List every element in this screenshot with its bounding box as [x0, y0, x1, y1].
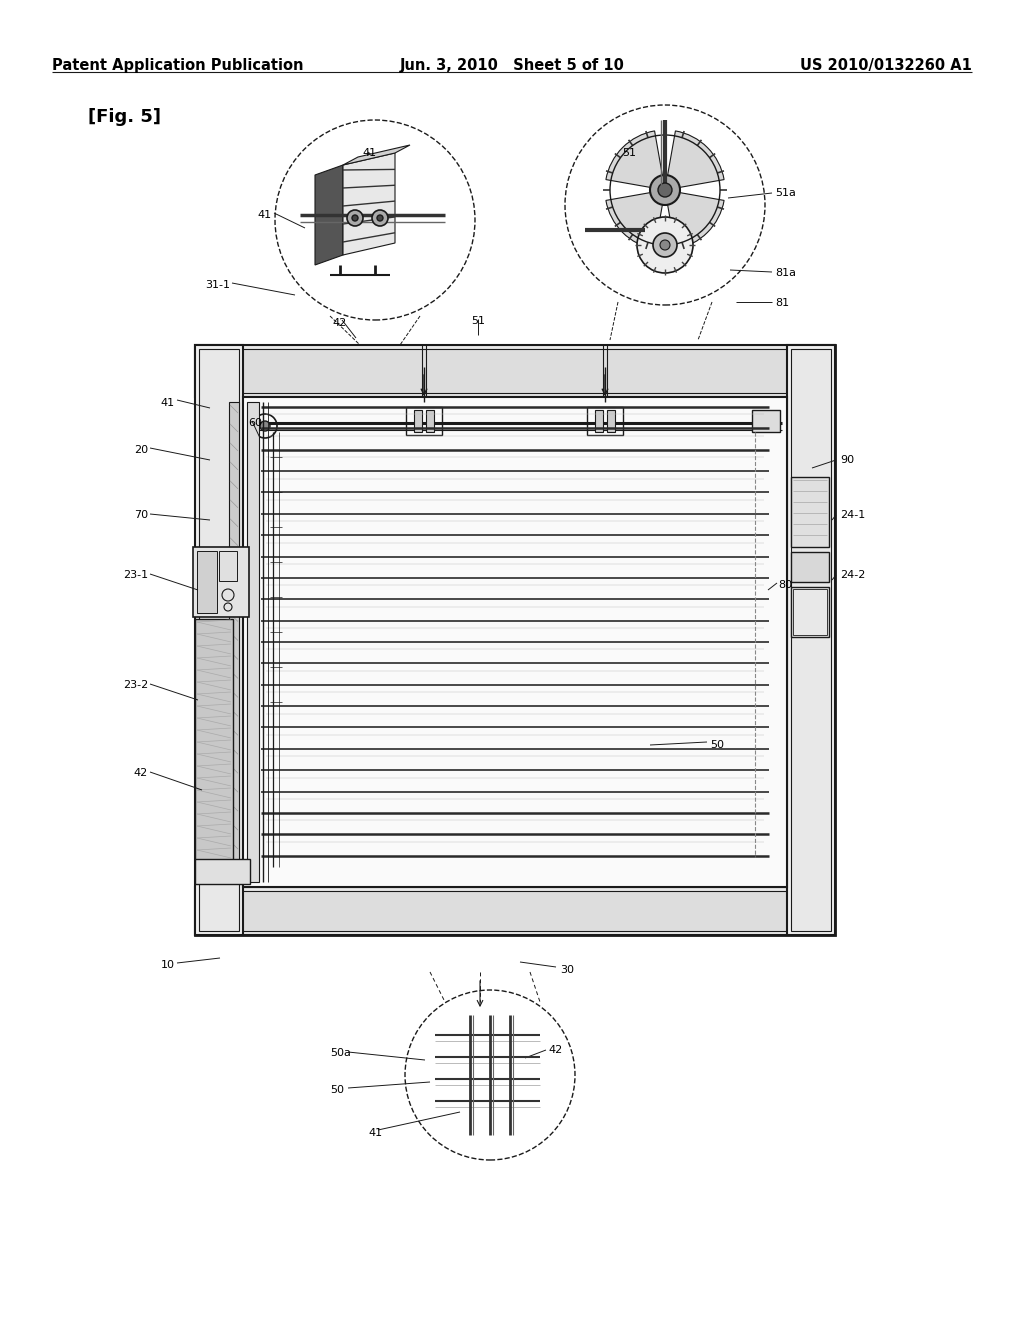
Bar [197, 550, 217, 612]
Polygon shape [343, 145, 410, 165]
Text: 81: 81 [775, 298, 790, 308]
Text: 10: 10 [161, 960, 175, 970]
Circle shape [653, 234, 677, 257]
Text: 41: 41 [258, 210, 272, 220]
Circle shape [372, 210, 388, 226]
Circle shape [650, 176, 680, 205]
Text: 42: 42 [548, 1045, 562, 1055]
Text: 41: 41 [362, 148, 376, 158]
Circle shape [260, 421, 270, 432]
Text: 31-1: 31-1 [205, 280, 230, 290]
Bar [203, 891, 827, 931]
Bar [193, 546, 249, 616]
Text: 80: 80 [778, 579, 793, 590]
Text: 51a: 51a [775, 187, 796, 198]
Bar [791, 477, 829, 546]
Text: 23-2: 23-2 [123, 680, 148, 690]
Bar [595, 411, 603, 432]
Text: Jun. 3, 2010   Sheet 5 of 10: Jun. 3, 2010 Sheet 5 of 10 [399, 58, 625, 73]
Bar [406, 407, 442, 436]
Bar [414, 411, 422, 432]
Text: US 2010/0132260 A1: US 2010/0132260 A1 [800, 58, 972, 73]
Bar [229, 403, 239, 882]
Text: 23-1: 23-1 [123, 570, 148, 579]
Text: 50a: 50a [330, 1048, 351, 1059]
Circle shape [377, 215, 383, 220]
Circle shape [660, 240, 670, 249]
Text: Patent Application Publication: Patent Application Publication [52, 58, 303, 73]
Wedge shape [665, 131, 724, 190]
Bar [203, 352, 827, 927]
Text: 24-1: 24-1 [840, 510, 865, 520]
Text: 90: 90 [840, 455, 854, 465]
Circle shape [352, 215, 358, 220]
Text: 24-2: 24-2 [840, 570, 865, 579]
Bar [793, 589, 827, 635]
Bar [787, 345, 835, 935]
Bar [791, 552, 829, 582]
Bar [791, 348, 831, 931]
Bar [195, 345, 835, 397]
Text: 41: 41 [161, 399, 175, 408]
Wedge shape [606, 190, 665, 249]
Bar [247, 403, 259, 882]
Bar [791, 587, 829, 638]
Text: 41: 41 [368, 1129, 382, 1138]
Text: 50: 50 [330, 1085, 344, 1096]
Bar [195, 345, 835, 935]
Polygon shape [315, 165, 343, 265]
Bar [195, 859, 250, 884]
Circle shape [658, 183, 672, 197]
Bar [587, 407, 623, 436]
Wedge shape [606, 131, 665, 190]
Bar [607, 411, 615, 432]
Bar [426, 411, 434, 432]
Text: 60: 60 [248, 418, 262, 428]
Bar [195, 887, 835, 935]
Text: 51: 51 [471, 315, 485, 326]
Text: 42: 42 [134, 768, 148, 777]
Wedge shape [665, 190, 724, 249]
Text: 30: 30 [560, 965, 574, 975]
Bar [199, 348, 239, 931]
Bar [195, 619, 233, 867]
Bar [243, 397, 787, 887]
Circle shape [347, 210, 362, 226]
Text: 42: 42 [332, 318, 346, 327]
Bar [219, 550, 237, 581]
Bar [203, 348, 827, 393]
Polygon shape [343, 153, 395, 255]
Bar [195, 345, 243, 935]
Text: 20: 20 [134, 445, 148, 455]
Circle shape [637, 216, 693, 273]
Text: 51: 51 [622, 148, 636, 158]
Text: 50: 50 [710, 741, 724, 750]
Text: 70: 70 [134, 510, 148, 520]
Bar [752, 411, 780, 432]
Text: [Fig. 5]: [Fig. 5] [88, 108, 161, 125]
Text: 81a: 81a [775, 268, 796, 279]
